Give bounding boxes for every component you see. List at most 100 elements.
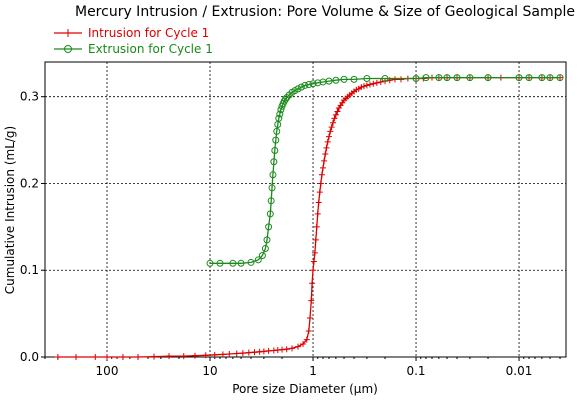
- data-point: [310, 267, 317, 274]
- data-point: [233, 350, 240, 357]
- data-point: [324, 138, 331, 145]
- x-tick-label: 0.1: [406, 364, 425, 378]
- data-point: [525, 74, 533, 82]
- x-axis-label: Pore size Diameter (µm): [232, 382, 378, 396]
- data-point: [263, 236, 271, 244]
- data-point: [350, 75, 358, 83]
- data-point: [267, 197, 275, 205]
- x-tick-label: 100: [96, 364, 119, 378]
- data-point: [331, 115, 338, 122]
- legend-marker: [64, 45, 72, 53]
- data-point: [377, 78, 384, 85]
- data-point: [239, 350, 246, 357]
- data-point: [180, 353, 187, 360]
- legend-marker: [64, 29, 72, 37]
- data-point: [54, 354, 61, 360]
- y-tick-label: 0.1: [20, 263, 39, 277]
- data-point: [289, 345, 296, 352]
- data-point: [443, 74, 451, 82]
- data-point: [366, 81, 373, 88]
- data-point: [270, 158, 278, 166]
- data-point: [237, 259, 245, 267]
- data-point: [334, 108, 341, 115]
- x-tick-label: 1: [309, 364, 317, 378]
- legend-item: Intrusion for Cycle 1: [54, 26, 209, 40]
- data-point: [258, 251, 266, 259]
- data-point: [363, 74, 371, 82]
- data-point: [276, 110, 284, 118]
- data-point: [303, 336, 310, 343]
- data-point: [360, 83, 367, 90]
- data-point: [226, 350, 233, 357]
- data-point: [392, 76, 399, 83]
- data-point: [358, 84, 365, 91]
- data-point: [211, 351, 218, 358]
- data-point: [323, 144, 330, 151]
- data-point: [283, 346, 290, 353]
- data-point: [247, 258, 255, 266]
- y-tick-label: 0.0: [20, 350, 39, 364]
- data-point: [435, 74, 443, 82]
- data-point: [311, 249, 318, 256]
- data-point: [381, 74, 389, 82]
- data-point: [269, 171, 277, 179]
- data-point: [314, 210, 321, 217]
- data-point: [412, 74, 420, 82]
- data-point: [315, 199, 322, 206]
- data-point: [422, 74, 430, 82]
- data-point: [271, 147, 279, 154]
- y-tick-label: 0.2: [20, 176, 39, 190]
- data-point: [340, 75, 348, 83]
- data-point: [373, 79, 380, 86]
- data-point: [328, 124, 335, 131]
- data-point: [254, 256, 262, 264]
- data-point: [305, 81, 313, 89]
- data-point: [309, 80, 317, 88]
- data-point: [556, 74, 564, 82]
- data-point: [277, 106, 285, 114]
- data-point: [245, 349, 252, 356]
- data-point: [150, 353, 157, 360]
- data-point: [320, 164, 327, 171]
- data-point: [370, 80, 377, 87]
- data-point: [317, 180, 324, 187]
- data-point: [229, 259, 237, 267]
- legend: Intrusion for Cycle 1 Extrusion for Cycle…: [54, 26, 213, 56]
- data-point: [538, 74, 546, 82]
- data-point: [397, 76, 404, 83]
- data-point: [104, 354, 111, 360]
- data-point: [332, 111, 339, 118]
- x-tick-label: 10: [202, 364, 217, 378]
- y-tick-label: 0.3: [20, 90, 39, 104]
- data-point: [119, 354, 126, 360]
- data-point: [310, 258, 317, 265]
- data-point: [321, 157, 328, 164]
- data-point: [206, 259, 214, 267]
- data-point: [92, 354, 99, 360]
- x-axis: 100 10 1 0.1 0.01: [44, 357, 561, 378]
- series-line: [57, 76, 560, 358]
- grid: [45, 62, 566, 357]
- x-tick-label: 0.01: [506, 364, 533, 378]
- data-point: [363, 82, 370, 89]
- data-point: [314, 79, 322, 87]
- legend-label: Intrusion for Cycle 1: [88, 26, 209, 40]
- data-point: [515, 74, 523, 82]
- data-point: [316, 189, 323, 196]
- data-point: [301, 81, 309, 89]
- data-point: [266, 210, 274, 218]
- data-point: [265, 223, 273, 231]
- data-point: [546, 74, 554, 82]
- data-point: [73, 354, 80, 360]
- data-point: [282, 95, 290, 103]
- data-point: [484, 74, 492, 82]
- data-point: [453, 74, 461, 82]
- series-line: [210, 76, 560, 264]
- data-point: [219, 351, 226, 358]
- data-point: [327, 128, 334, 135]
- series-0: [54, 74, 564, 360]
- legend-label: Extrusion for Cycle 1: [88, 42, 213, 56]
- data-point: [308, 297, 315, 304]
- data-point: [275, 114, 283, 122]
